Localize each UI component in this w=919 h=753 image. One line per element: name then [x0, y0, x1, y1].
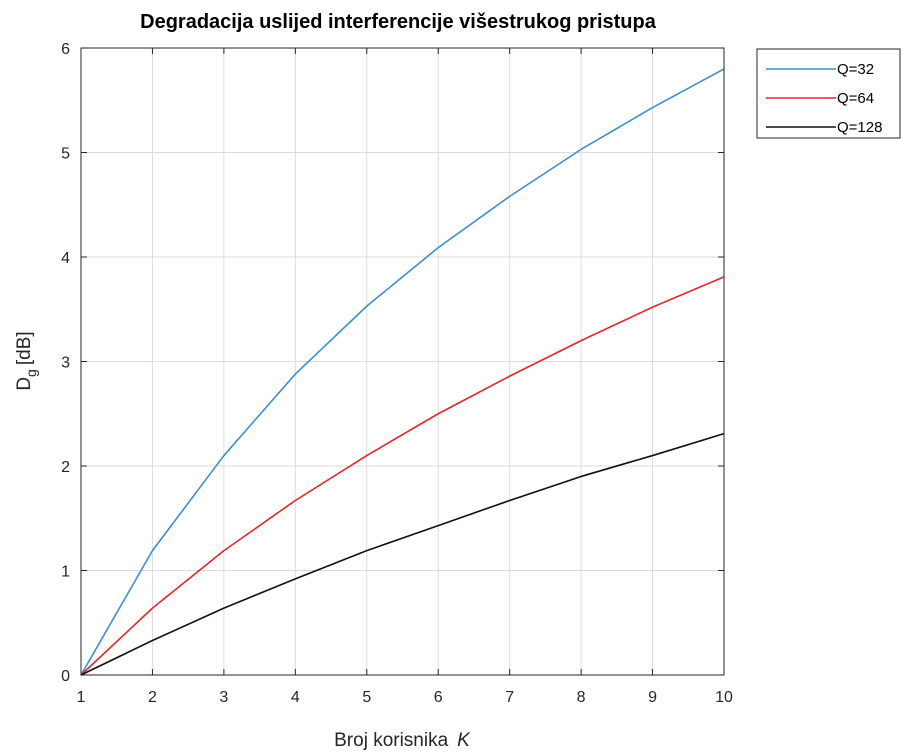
- y-axis-label-unit: [dB]: [14, 331, 35, 365]
- x-tick-label: 9: [648, 689, 657, 706]
- series-line-q64: [80, 276, 725, 676]
- legend-entry-q128: Q=128: [837, 119, 882, 136]
- y-tick-label: 0: [61, 668, 70, 685]
- x-tick-label: 4: [291, 689, 300, 706]
- x-tick-label: 6: [434, 689, 443, 706]
- x-tick-label: 5: [362, 689, 371, 706]
- series-group: [80, 68, 725, 676]
- x-axis-label-text: Broj korisnika: [334, 730, 448, 751]
- series-line-q128: [80, 432, 725, 676]
- y-axis-label: Dg [dB]: [14, 331, 39, 390]
- legend-entry-q64: Q=64: [837, 90, 874, 107]
- x-tick-label: 1: [77, 689, 86, 706]
- chart-title: Degradacija uslijed interferencije višes…: [140, 11, 657, 33]
- y-tick-label: 6: [61, 41, 70, 58]
- x-tick-label: 10: [715, 689, 733, 706]
- x-tick-label: 7: [505, 689, 514, 706]
- y-axis-label-main: D: [14, 377, 35, 391]
- y-tick-label: 2: [61, 459, 70, 476]
- x-axis-label: Broj korisnika K: [334, 730, 471, 751]
- legend: Q=32 Q=64 Q=128: [756, 48, 901, 139]
- series-line-q32: [80, 68, 725, 676]
- y-tick-label: 3: [61, 355, 70, 372]
- y-tick-label: 5: [61, 146, 70, 163]
- y-tick-label: 1: [61, 564, 70, 581]
- y-tick-label: 4: [61, 250, 70, 267]
- y-axis-label-subscript: g: [23, 369, 39, 377]
- x-tick-label: 2: [148, 689, 157, 706]
- legend-entry-q32: Q=32: [837, 61, 874, 78]
- legend-box: [756, 48, 901, 139]
- x-tick-label: 8: [577, 689, 586, 706]
- x-axis-label-variable: K: [457, 730, 471, 751]
- x-tick-label: 3: [219, 689, 228, 706]
